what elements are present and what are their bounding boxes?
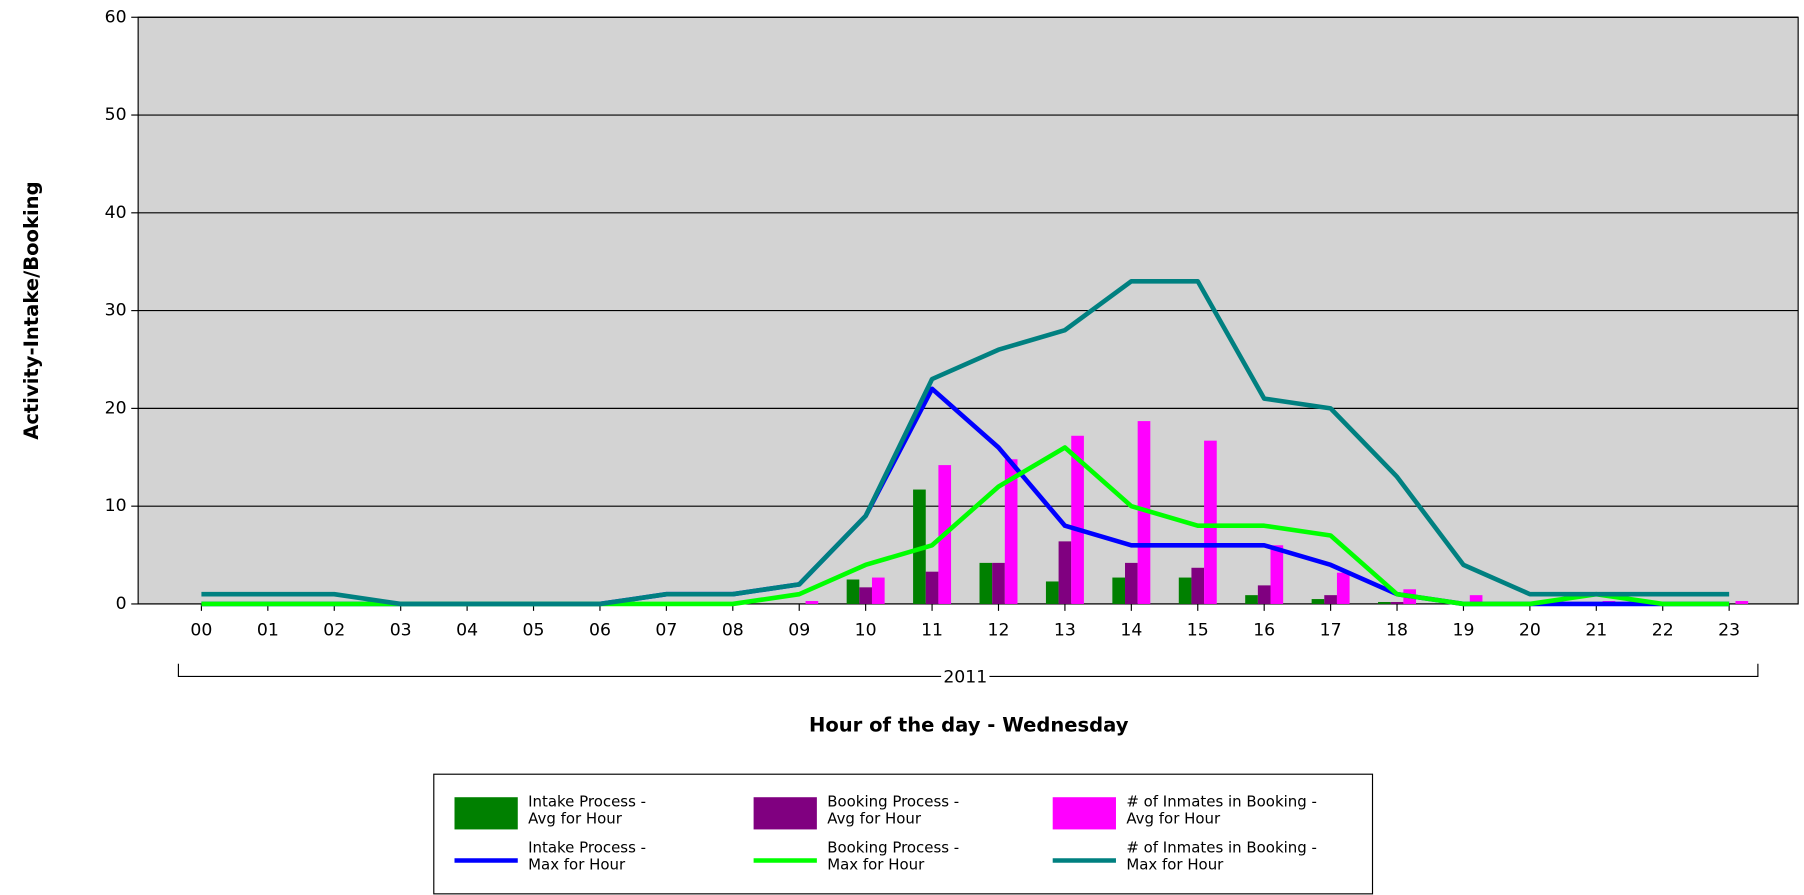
bar (1191, 567, 1205, 604)
bar (1735, 601, 1749, 604)
x-tick-label: 01 (257, 620, 279, 640)
x-axis-label: Hour of the day - Wednesday (809, 713, 1129, 736)
bar (1112, 577, 1126, 604)
x-tick-label: 16 (1253, 620, 1275, 640)
x-tick-label: 14 (1120, 620, 1142, 640)
x-tick-label: 23 (1718, 620, 1740, 640)
line (201, 278, 1730, 607)
y-axis-label: Activity-Intake/Booking (20, 181, 43, 439)
legend-label: # of Inmates in Booking - Avg for Hour (1126, 793, 1317, 829)
x-tick-label: 04 (456, 620, 478, 640)
y-tick-label: 40 (105, 203, 127, 223)
x-tick-label: 07 (655, 620, 677, 640)
x-tick-label: 19 (1452, 620, 1474, 640)
bar (925, 571, 939, 604)
bar (1058, 541, 1072, 604)
x-tick-label: 22 (1652, 620, 1674, 640)
bar (805, 601, 819, 604)
bar (1311, 599, 1325, 604)
bar (1378, 601, 1391, 604)
legend-label: # of Inmates in Booking - Max for Hour (1126, 839, 1317, 875)
bar (1178, 577, 1192, 604)
x-tick-label: 08 (722, 620, 744, 640)
legend-item: Booking Process - Avg for Hour (827, 793, 960, 829)
bar (1204, 440, 1217, 604)
x-tick-label: 17 (1320, 620, 1342, 640)
bar (992, 562, 1005, 604)
x-tick-label: 21 (1585, 620, 1607, 640)
x-tick-label: 13 (1054, 620, 1076, 640)
legend (433, 773, 1374, 895)
x-tick-label: 03 (390, 620, 412, 640)
x-tick-label: 12 (988, 620, 1010, 640)
bar (1390, 601, 1404, 604)
x-tick-label: 00 (190, 620, 212, 640)
x-tick-label: 18 (1386, 620, 1408, 640)
legend-item: Intake Process - Avg for Hour (528, 793, 647, 829)
legend-label: Intake Process - Avg for Hour (528, 793, 647, 829)
x-tick-label: 15 (1187, 620, 1209, 640)
legend-label: Booking Process - Max for Hour (827, 839, 960, 875)
x-tick-label: 11 (921, 620, 943, 640)
y-tick-label: 0 (116, 594, 127, 614)
legend-swatch (753, 797, 817, 830)
legend-label: Intake Process - Max for Hour (528, 839, 647, 875)
bar (1137, 421, 1151, 604)
legend-swatch (454, 797, 518, 830)
x-tick-label: 05 (523, 620, 545, 640)
bar (979, 562, 993, 604)
legend-item: Intake Process - Max for Hour (528, 839, 647, 875)
legend-item: Booking Process - Max for Hour (827, 839, 960, 875)
bar (859, 587, 872, 604)
bar (1125, 562, 1138, 604)
bar (1270, 545, 1284, 604)
x-tick-label: 10 (855, 620, 877, 640)
legend-swatch (1052, 797, 1116, 830)
x-tick-label: 06 (589, 620, 611, 640)
bar (1045, 581, 1059, 604)
group-bracket (177, 663, 1759, 678)
y-tick-label: 20 (105, 398, 127, 418)
bar (1071, 435, 1084, 604)
x-group-label: 2011 (943, 668, 987, 688)
legend-item: # of Inmates in Booking - Max for Hour (1126, 839, 1317, 875)
bar (1324, 595, 1337, 604)
y-tick-label: 30 (105, 301, 127, 321)
bar (846, 579, 860, 604)
legend-item: # of Inmates in Booking - Avg for Hour (1126, 793, 1317, 829)
y-tick-label: 50 (105, 105, 127, 125)
y-tick-label: 60 (105, 7, 127, 27)
bar (1004, 459, 1018, 604)
x-tick-label: 09 (788, 620, 810, 640)
legend-label: Booking Process - Avg for Hour (827, 793, 960, 829)
bar (871, 577, 885, 604)
x-tick-label: 02 (323, 620, 345, 640)
bar (1336, 572, 1350, 604)
bar (1257, 585, 1271, 604)
bar (1469, 595, 1483, 604)
y-tick-label: 10 (105, 496, 127, 516)
x-tick-label: 20 (1519, 620, 1541, 640)
bar (1245, 595, 1258, 604)
